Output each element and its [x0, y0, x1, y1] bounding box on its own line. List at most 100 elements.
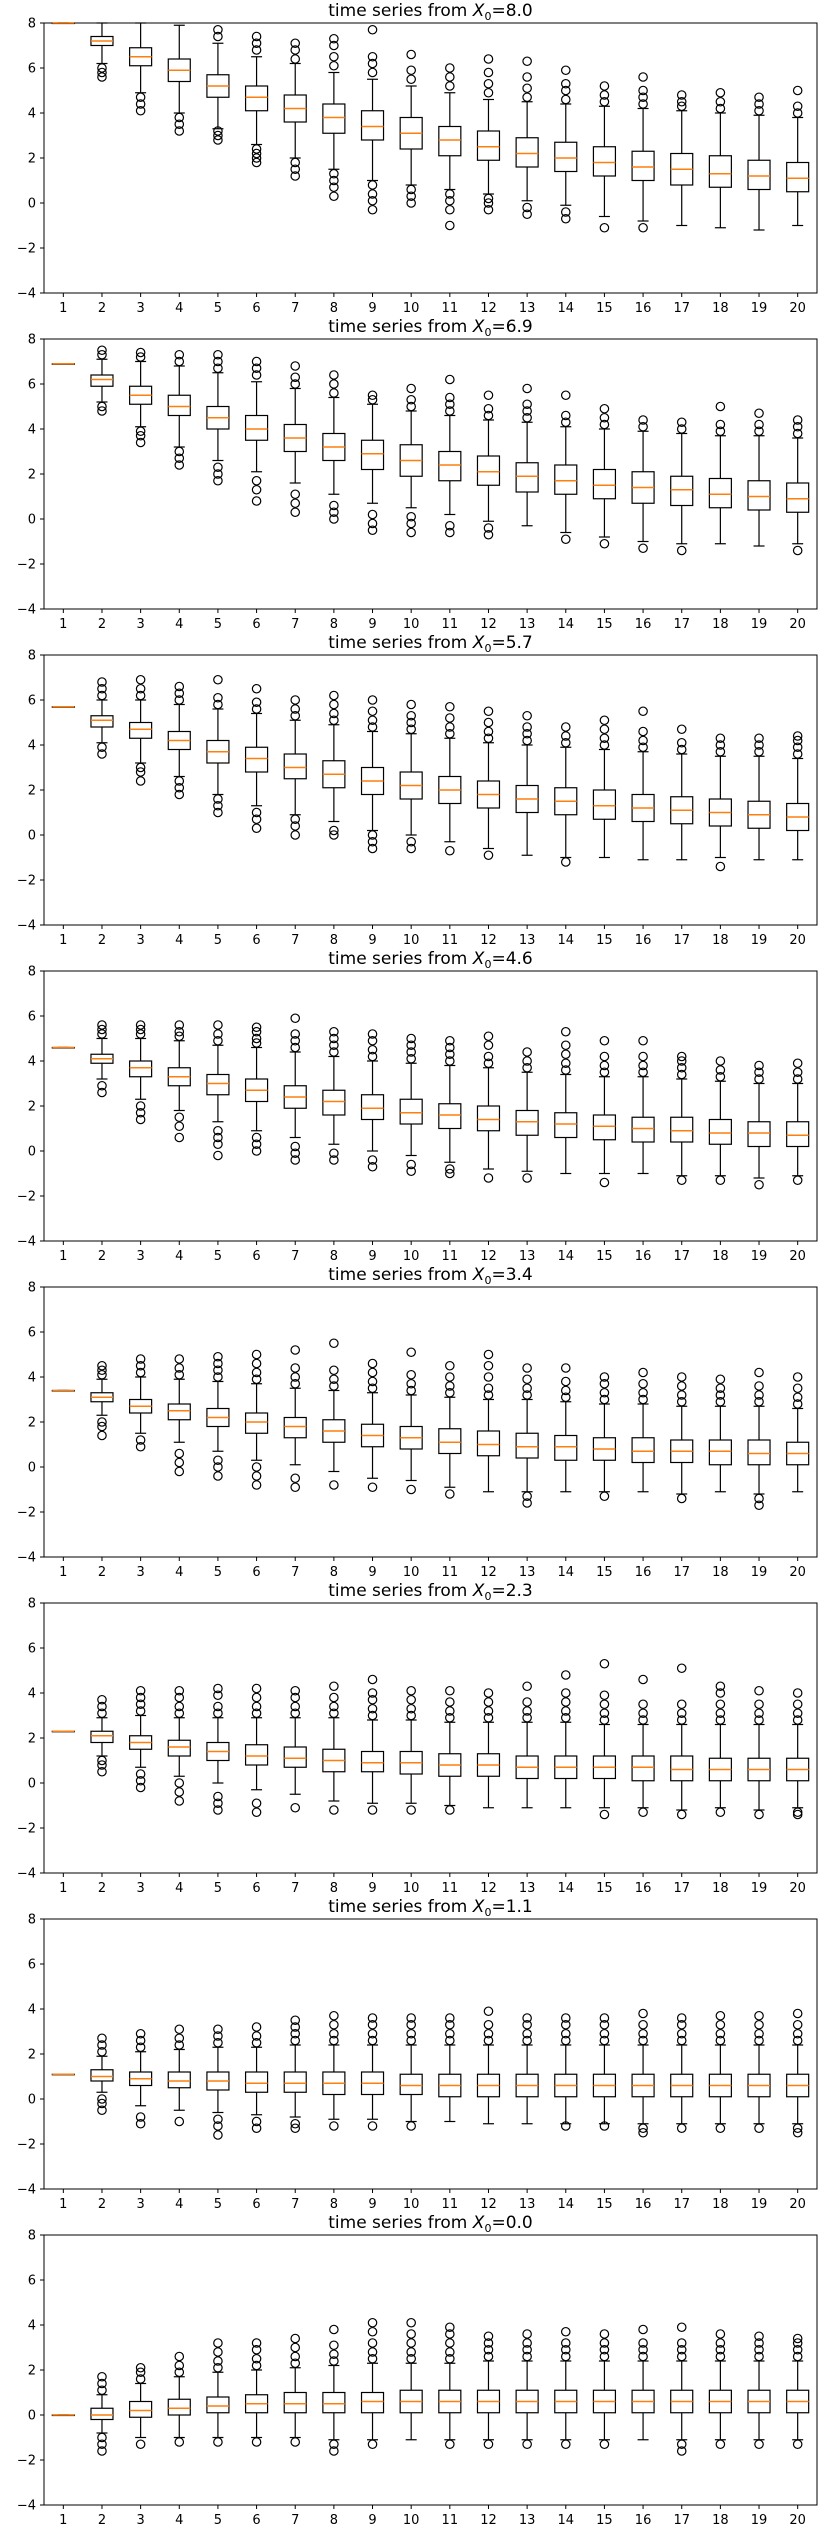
outlier-point	[560, 1058, 571, 1069]
outlier-point	[97, 690, 107, 701]
outlier-point	[676, 1056, 687, 1066]
outlier-point	[97, 2098, 107, 2109]
x-tick-label: 2	[98, 617, 106, 629]
title-equals: =	[491, 1265, 505, 1285]
outlier-point	[676, 724, 687, 735]
box-2	[90, 345, 114, 416]
box-11	[438, 1035, 462, 1179]
y-tick-label: −4	[17, 1235, 36, 1250]
title-value: 1.1	[506, 1897, 533, 1917]
outlier-point	[135, 1101, 146, 1111]
iqr-box	[206, 1073, 230, 1096]
outlier-point	[290, 54, 301, 64]
box-6	[244, 356, 269, 506]
x-tick-label: 6	[252, 2197, 260, 2209]
box-5	[206, 1020, 230, 1161]
outlier-point	[174, 1020, 185, 1030]
outlier-point	[560, 1065, 571, 1075]
outlier-point	[560, 1706, 571, 1716]
y-tick-label: 6	[28, 1958, 36, 1973]
x-tick-label: 16	[635, 933, 652, 945]
outlier-point	[290, 171, 301, 181]
x-tick-label: 7	[291, 1249, 299, 1261]
outlier-point	[792, 1399, 803, 1409]
outlier-point	[329, 690, 339, 701]
outlier-point	[638, 2338, 648, 2348]
outlier-point	[329, 507, 339, 518]
outlier-point	[174, 112, 185, 123]
outlier-point	[367, 830, 378, 840]
box-5	[206, 1683, 230, 1815]
box-15	[592, 1372, 617, 1502]
box-10	[399, 2317, 423, 2441]
outlier-point	[290, 164, 301, 175]
outlier-point	[754, 1367, 764, 1378]
outlier-point	[599, 1491, 610, 1502]
outlier-point	[715, 401, 726, 412]
outlier-point	[445, 2338, 455, 2348]
outlier-point	[445, 2353, 455, 2364]
box-18	[708, 733, 732, 872]
outlier-point	[599, 1715, 610, 1725]
outlier-point	[406, 717, 416, 728]
outlier-point	[290, 1802, 301, 1813]
y-tick-label: 8	[28, 649, 36, 664]
y-tick-label: 6	[28, 694, 36, 709]
outlier-point	[329, 1374, 339, 1385]
iqr-box	[708, 1439, 732, 1466]
outlier-point	[676, 1663, 687, 1674]
outlier-point	[522, 1681, 532, 1692]
title-equals: =	[491, 949, 505, 969]
outlier-point	[676, 1699, 687, 1710]
outlier-point	[174, 446, 185, 457]
outlier-point	[406, 1040, 416, 1051]
box-9	[360, 695, 385, 854]
outlier-point	[251, 1701, 262, 1712]
box-10	[399, 1033, 423, 1177]
chart-title: time series from X0=3.4	[328, 1265, 532, 1287]
iqr-box	[476, 130, 501, 161]
outlier-point	[599, 1690, 610, 1701]
outlier-point	[445, 1372, 455, 1382]
outlier-point	[483, 204, 494, 215]
y-tick-label: 8	[28, 965, 36, 980]
outlier-point	[135, 2028, 146, 2039]
outlier-point	[676, 1069, 687, 1080]
title-variable: X	[472, 633, 485, 653]
x-tick-label: 15	[596, 1249, 613, 1261]
outlier-point	[406, 2353, 416, 2364]
outlier-point	[754, 1060, 764, 1071]
outlier-point	[483, 523, 494, 533]
outlier-point	[445, 1489, 455, 1499]
x-tick-label: 18	[712, 617, 729, 629]
outlier-point	[754, 2338, 764, 2348]
outlier-point	[329, 1480, 339, 1490]
chart-title: time series from X0=0.0	[328, 2213, 532, 2235]
outlier-point	[599, 740, 610, 750]
outlier-point	[599, 1699, 610, 1710]
outlier-point	[792, 85, 803, 96]
outlier-point	[754, 1396, 764, 1407]
outlier-point	[638, 1378, 648, 1389]
outlier-point	[329, 40, 339, 51]
title-prefix: time series from	[328, 1265, 473, 1285]
outlier-point	[406, 2121, 416, 2131]
x-tick-label: 17	[673, 1881, 690, 1893]
outlier-point	[251, 683, 262, 694]
chart-title: time series from X0=5.7	[328, 633, 532, 655]
outlier-point	[290, 2035, 301, 2046]
outlier-point	[135, 762, 146, 773]
outlier-point	[560, 2351, 571, 2362]
outlier-point	[367, 51, 378, 62]
outlier-point	[97, 1766, 107, 1777]
outlier-point	[754, 1067, 764, 1078]
outlier-point	[213, 2121, 223, 2131]
outlier-point	[290, 1035, 301, 1046]
outlier-point	[522, 1697, 532, 1707]
iqr-box	[554, 1112, 578, 1139]
outlier-point	[290, 2123, 301, 2134]
outlier-point	[715, 1807, 726, 1818]
box-16	[631, 2008, 655, 2138]
